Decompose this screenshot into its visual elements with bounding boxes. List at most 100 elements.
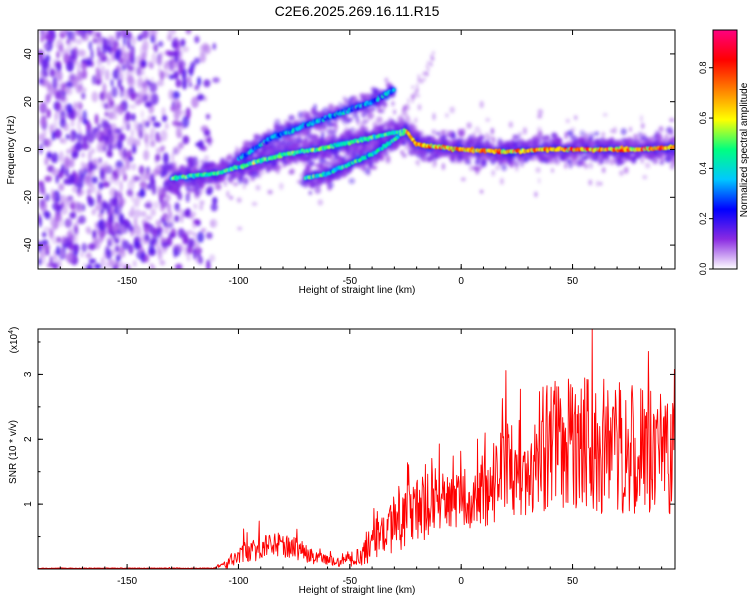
spectrogram-cell xyxy=(428,136,432,141)
spectrogram-cell xyxy=(425,72,429,77)
spectrogram-cell xyxy=(148,224,155,235)
spectrogram-cell xyxy=(461,152,467,158)
spectrogram-cell xyxy=(445,113,449,118)
spectrogram-cell xyxy=(81,69,88,80)
spectrogram-cell xyxy=(168,89,174,100)
spectrogram-cell xyxy=(85,263,93,269)
spectrogram-cell xyxy=(199,51,207,63)
spectrogram-cell xyxy=(65,167,69,177)
spectrogram-cell xyxy=(166,34,173,42)
spectrogram-cell xyxy=(68,174,76,185)
spectrogram-cell xyxy=(127,74,135,86)
spectrogram-cell xyxy=(130,128,134,138)
spectrogram-cell xyxy=(178,142,185,149)
spectrogram-cell xyxy=(98,157,102,164)
spectrogram-cell xyxy=(132,137,138,147)
spectrogram-cell xyxy=(151,52,157,65)
spectrogram-cell xyxy=(155,219,162,227)
spectrogram-cell xyxy=(331,133,337,141)
spectrogram-cell xyxy=(175,243,184,252)
spectrogram-cell xyxy=(550,168,555,173)
spectrogram-cell xyxy=(107,45,113,54)
spectrogram-cell xyxy=(138,165,145,175)
spectrogram-cell xyxy=(206,186,212,193)
spectrogram-cell xyxy=(187,238,195,249)
spectrogram-cell xyxy=(429,151,433,158)
spectrogram-cell xyxy=(588,179,593,186)
spectrogram-cell xyxy=(114,176,120,186)
spectrogram-cell xyxy=(140,59,147,67)
spectrogram-cell xyxy=(351,95,358,101)
spectrogram-cell xyxy=(468,155,474,161)
spectrogram-cell xyxy=(407,106,411,111)
spectrogram-cell xyxy=(205,232,213,240)
spectrogram-cell xyxy=(80,61,87,71)
spectrogram-cell xyxy=(184,155,188,162)
spectrogram-heatmap xyxy=(38,30,675,269)
spectrogram-cell xyxy=(107,57,111,66)
spectrogram-cell xyxy=(176,109,184,115)
spectrogram-cell xyxy=(95,66,100,75)
spectrogram-cell xyxy=(583,135,589,141)
spectrogram-cell xyxy=(573,115,578,120)
spectrogram-cell xyxy=(44,93,50,105)
spectrogram-cell xyxy=(107,163,112,174)
spectrogram-cell xyxy=(642,153,649,159)
spectrogram-cell xyxy=(512,134,518,140)
spectrogram-cell xyxy=(150,208,156,217)
spectrogram-cell xyxy=(128,243,134,255)
spectrogram-cell xyxy=(241,176,248,184)
spectrogram-cell xyxy=(181,115,190,128)
spectrogram-cell xyxy=(343,126,350,133)
spectrogram-cell xyxy=(182,209,187,218)
spectrogram-cell xyxy=(68,55,76,61)
spectrogram-cell xyxy=(143,221,150,234)
spectrogram-cell xyxy=(597,161,603,166)
spectrogram-cell xyxy=(203,155,210,161)
spectrogram-cell xyxy=(75,203,84,214)
spectrogram-cell xyxy=(633,133,638,140)
spectrogram-cell xyxy=(468,140,473,146)
spectrogram-cell xyxy=(133,216,138,229)
spectrogram-cell xyxy=(432,50,435,55)
spectrogram-cell xyxy=(185,30,192,35)
spectrogram-cell xyxy=(151,233,158,244)
spectrogram-cell xyxy=(283,157,288,164)
spectrogram-cell xyxy=(68,133,77,143)
spectrogram-cell xyxy=(405,115,411,123)
spectrogram-cell xyxy=(297,111,303,119)
spectrogram-cell xyxy=(164,50,172,56)
spectrogram-cell xyxy=(174,214,180,223)
spectrogram-cell xyxy=(301,128,308,133)
spectrogram-cell xyxy=(91,74,97,85)
spectrogram-cell xyxy=(168,74,175,80)
spectrogram-cell xyxy=(88,160,94,171)
spectrogram-cell xyxy=(41,70,49,79)
spectrogram-cell xyxy=(194,189,199,194)
spectrogram-cell xyxy=(54,111,59,121)
spectrogram-cell xyxy=(276,164,282,171)
spectrogram-cell xyxy=(65,158,73,169)
spectrogram-cell xyxy=(143,133,149,144)
spectrogram-cell xyxy=(157,40,164,48)
spectrogram-cell xyxy=(359,125,366,131)
spectrogram-cell xyxy=(131,113,136,122)
spectrogram-cell xyxy=(236,226,243,231)
spectrogram-cell xyxy=(38,186,42,195)
spectrogram-cell xyxy=(162,114,168,123)
spectrogram-cell xyxy=(147,115,154,125)
spectrogram-cell xyxy=(589,132,595,139)
spectrogram-cell xyxy=(592,142,596,149)
spectrogram-cell xyxy=(608,157,616,166)
spectrogram-cell xyxy=(572,159,578,166)
spectrogram-cell xyxy=(106,129,113,135)
spectrogram-cell xyxy=(602,112,608,117)
spectrogram-cell xyxy=(132,260,137,268)
spectrogram-cell xyxy=(47,30,53,35)
spectrogram-cell xyxy=(170,227,177,238)
spectrogram-cell xyxy=(436,131,441,136)
spectrogram-cell xyxy=(128,222,132,233)
spectrogram-cell xyxy=(49,229,55,238)
spectrogram-cell xyxy=(509,160,515,168)
spectrogram-cell xyxy=(232,170,237,179)
